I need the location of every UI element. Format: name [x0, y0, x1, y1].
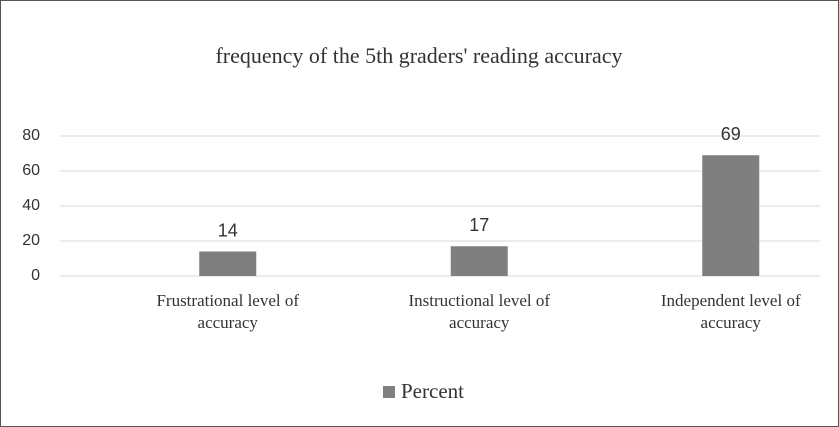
- y-tick-label: 40: [22, 197, 40, 214]
- data-label: 69: [721, 124, 741, 144]
- y-tick-label: 60: [22, 162, 40, 179]
- chart-title: frequency of the 5th graders' reading ac…: [215, 43, 622, 68]
- y-tick-label: 80: [22, 127, 40, 144]
- legend-swatch: [383, 386, 395, 398]
- x-tick-label: Instructional level of accuracy: [408, 291, 551, 332]
- x-tick-label: Frustrational level of accuracy: [156, 291, 300, 332]
- data-label: 17: [469, 215, 489, 235]
- y-tick-label: 0: [31, 267, 40, 284]
- bar: [702, 155, 760, 276]
- bar: [450, 246, 508, 276]
- x-tick-label: Independent level of accuracy: [660, 291, 801, 332]
- legend-label: Percent: [401, 379, 464, 403]
- y-tick-label: 20: [22, 232, 40, 249]
- bar: [199, 251, 257, 276]
- data-label: 14: [218, 220, 238, 240]
